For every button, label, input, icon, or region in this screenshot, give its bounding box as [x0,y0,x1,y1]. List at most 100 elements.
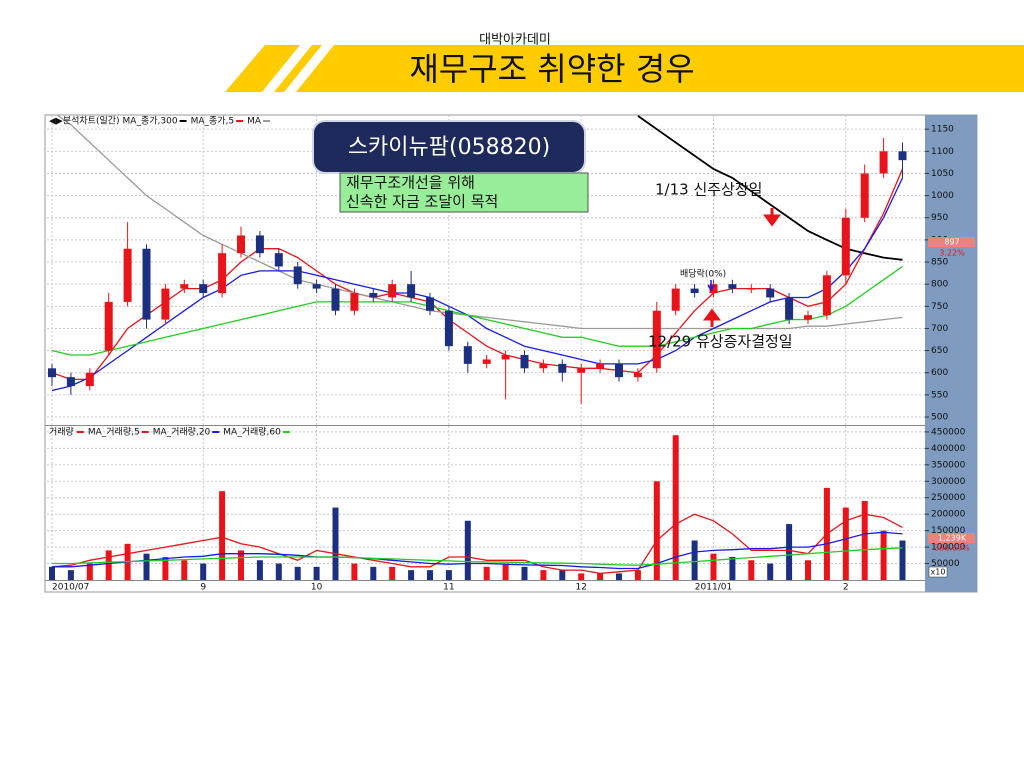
candle-body [822,275,831,316]
candle-body [180,284,189,289]
legend-entry: MA_종가,300 [123,116,178,127]
volume-bar [616,573,622,580]
volume-bar [767,563,774,580]
ma-line [55,115,903,330]
volume-bar [691,540,698,580]
volume-bar [710,553,717,580]
candle-body [879,151,888,174]
legend-entry: MA_거래량,20 [153,426,211,438]
volume-bar [805,560,811,580]
candle-body [804,315,812,320]
scale-label: x10 [931,568,946,577]
y-tick-label: 100000 [931,543,966,553]
y-tick-label: 750 [931,302,948,312]
candle-body [615,363,623,378]
candle-body [596,363,605,369]
x-tick-label: 2 [843,583,849,593]
candle-body [690,288,699,294]
volume-bar [86,563,93,580]
y-tick-label: 600 [931,368,948,378]
volume-bar [786,524,793,580]
ma-line [51,513,903,575]
ma-line [51,177,904,392]
candle-body [841,217,850,276]
y-tick-label: 1000 [931,191,954,201]
y-tick-label: 650 [931,346,948,356]
volume-bar [238,550,244,580]
candle-body [482,359,491,364]
candle-body [104,301,113,351]
panel [47,115,925,425]
volume-bar [143,553,150,580]
candle-body [123,248,132,302]
ma-line [52,531,903,570]
y-tick-label: 350000 [931,460,966,470]
volume-bar [880,530,887,580]
volume-bar [256,560,263,580]
volume-bar [842,507,849,580]
ma-line [51,168,904,381]
volume-bar [351,563,358,580]
arrow-dividend [707,280,715,292]
volume-bar [200,563,207,580]
ma-line [51,265,903,356]
candle-body [350,293,359,311]
event-listing: 1/13 신주상장일 [655,181,762,199]
y-tick-label: 950 [931,213,948,223]
volume-bar [483,566,490,580]
arrow-up [703,308,721,327]
volume-bar [181,560,188,580]
volume-bar [49,566,55,580]
legend-entry: MA_종가,5 [191,116,235,127]
y-tick-label: 150000 [931,526,966,536]
slide-title: 재무구조 취약한 경우 [409,50,694,88]
ma-line [52,547,903,566]
candle-body [426,297,434,311]
last-volume: 1,239K [938,534,967,543]
volume-bar [597,573,604,580]
y-tick-label: 250000 [931,493,966,503]
axis-panel [925,115,977,592]
volume-bar [427,570,433,580]
volume-bar [540,570,547,580]
candle-body [785,297,794,320]
y-tick-label: 500 [931,413,948,423]
x-tick-label: 2011/01 [695,583,732,593]
banner-stripe [262,45,312,92]
x-tick-label: 12 [575,583,586,593]
volume-bar [67,570,74,580]
y-tick-label: 1150 [931,125,954,135]
candle-body [652,310,661,369]
legend-entry: MA_거래량,60 [223,426,281,438]
y-tick-label: 200000 [931,510,966,520]
volume-bar [861,501,868,580]
volume-bar [275,563,282,580]
x-tick-label: 9 [200,583,206,593]
legend-entry: MA [247,117,262,127]
candle-body [577,368,586,373]
volume-bar [294,566,301,580]
candle-body [747,288,756,290]
x-tick-label: 2010/07 [52,583,89,593]
panel [47,426,925,580]
candle-body [369,293,378,298]
y-tick-label: 1050 [931,169,954,179]
volume-bar [672,435,679,580]
y-tick-label: 850 [931,258,948,268]
candle-body [558,363,567,373]
volume-bar [502,563,509,580]
last-price: 897 [944,238,959,247]
note: 신속한 자금 조달이 목적 [346,193,498,211]
legend-entry: MA_거래량,5 [88,426,140,438]
y-tick-label: 550 [931,390,948,400]
note-box [339,172,589,213]
legend-title: ◀▶분석차트(일간) [49,115,120,127]
scale-box [928,566,948,578]
x-tick-label: 10 [311,583,323,593]
x-tick-label: 11 [443,583,454,593]
candle-body [199,284,208,294]
volume-bar [729,556,736,580]
volume-bar [653,481,660,580]
candle-body [898,151,907,161]
y-tick-label: 800 [931,280,948,290]
